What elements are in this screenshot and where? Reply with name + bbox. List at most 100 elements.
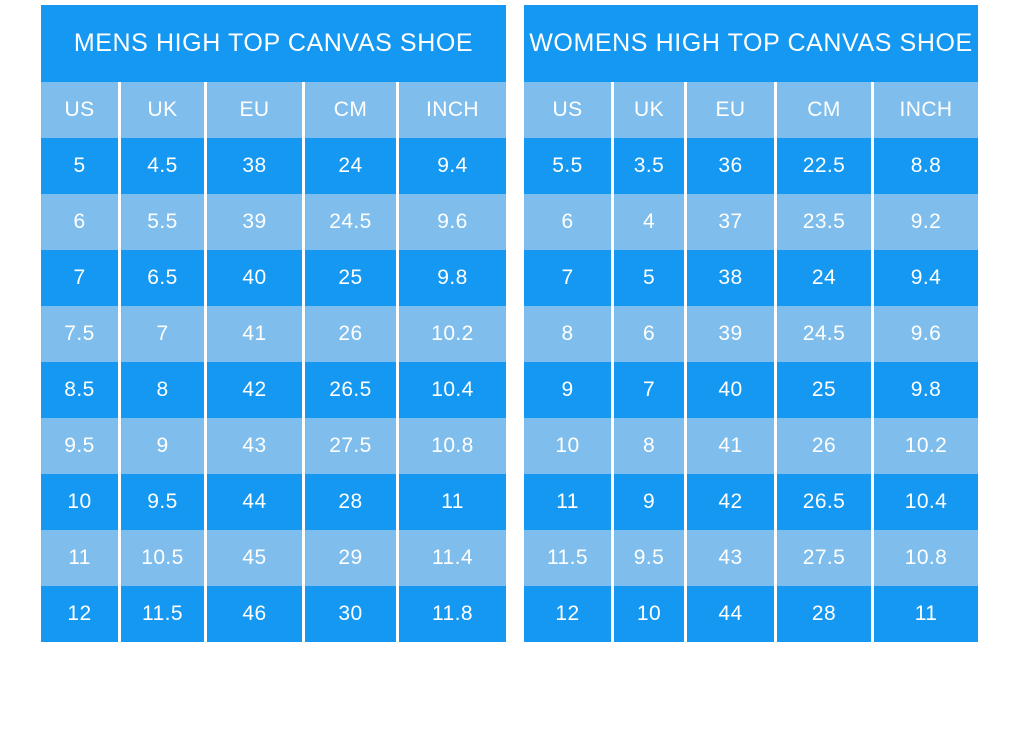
size-cell: 45 — [207, 530, 302, 586]
mens-size-table: MENS HIGH TOP CANVAS SHOE US UK EU CM IN… — [41, 5, 506, 642]
size-cell: 4.5 — [121, 138, 204, 194]
table-row: 8.5 8 42 26.5 10.4 — [41, 362, 506, 418]
size-cell: 9.8 — [874, 362, 978, 418]
size-cell: 11 — [874, 586, 978, 642]
size-cell: 6.5 — [121, 250, 204, 306]
size-cell: 11.4 — [399, 530, 506, 586]
size-cell: 10 — [524, 418, 611, 474]
size-cell: 36 — [687, 138, 774, 194]
size-cell: 43 — [207, 418, 302, 474]
size-cell: 8 — [121, 362, 204, 418]
size-cell: 24.5 — [305, 194, 396, 250]
size-cell: 6 — [41, 194, 118, 250]
size-cell: 38 — [687, 250, 774, 306]
size-cell: 9.8 — [399, 250, 506, 306]
size-cell: 42 — [207, 362, 302, 418]
size-cell: 11 — [399, 474, 506, 530]
womens-size-table: WOMENS HIGH TOP CANVAS SHOE US UK EU CM … — [524, 5, 978, 642]
column-header-us: US — [41, 82, 118, 138]
size-cell: 25 — [305, 250, 396, 306]
table-row: 6 5.5 39 24.5 9.6 — [41, 194, 506, 250]
size-cell: 6 — [614, 306, 684, 362]
size-cell: 44 — [687, 586, 774, 642]
size-cell: 9.4 — [399, 138, 506, 194]
size-cell: 37 — [687, 194, 774, 250]
table-row: 7.5 7 41 26 10.2 — [41, 306, 506, 362]
table-row: 10 8 41 26 10.2 — [524, 418, 978, 474]
size-cell: 10.5 — [121, 530, 204, 586]
column-header-eu: EU — [687, 82, 774, 138]
size-cell: 9.5 — [41, 418, 118, 474]
size-cell: 40 — [207, 250, 302, 306]
size-cell: 22.5 — [777, 138, 871, 194]
table-row: 6 4 37 23.5 9.2 — [524, 194, 978, 250]
size-cell: 24.5 — [777, 306, 871, 362]
size-cell: 27.5 — [305, 418, 396, 474]
size-cell: 8 — [524, 306, 611, 362]
size-cell: 10.2 — [399, 306, 506, 362]
size-cell: 10.8 — [399, 418, 506, 474]
womens-header-row: US UK EU CM INCH — [524, 82, 978, 138]
womens-table-title: WOMENS HIGH TOP CANVAS SHOE — [524, 5, 978, 82]
size-cell: 42 — [687, 474, 774, 530]
size-cell: 24 — [777, 250, 871, 306]
size-cell: 43 — [687, 530, 774, 586]
size-cell: 24 — [305, 138, 396, 194]
size-cell: 4 — [614, 194, 684, 250]
column-header-eu: EU — [207, 82, 302, 138]
size-cell: 5 — [41, 138, 118, 194]
size-cell: 9 — [524, 362, 611, 418]
column-header-uk: UK — [121, 82, 204, 138]
size-cell: 40 — [687, 362, 774, 418]
column-header-us: US — [524, 82, 611, 138]
table-row: 7 6.5 40 25 9.8 — [41, 250, 506, 306]
size-cell: 11.8 — [399, 586, 506, 642]
size-cell: 41 — [207, 306, 302, 362]
size-cell: 9.6 — [874, 306, 978, 362]
size-cell: 12 — [524, 586, 611, 642]
size-cell: 3.5 — [614, 138, 684, 194]
size-cell: 9 — [121, 418, 204, 474]
table-row: 9.5 9 43 27.5 10.8 — [41, 418, 506, 474]
column-header-cm: CM — [777, 82, 871, 138]
size-cell: 5.5 — [524, 138, 611, 194]
size-cell: 10.8 — [874, 530, 978, 586]
size-cell: 7 — [41, 250, 118, 306]
table-row: 9 7 40 25 9.8 — [524, 362, 978, 418]
size-cell: 7.5 — [41, 306, 118, 362]
size-cell: 29 — [305, 530, 396, 586]
size-cell: 26 — [305, 306, 396, 362]
column-header-cm: CM — [305, 82, 396, 138]
column-header-inch: INCH — [874, 82, 978, 138]
size-cell: 10.2 — [874, 418, 978, 474]
size-cell: 30 — [305, 586, 396, 642]
size-cell: 11.5 — [524, 530, 611, 586]
table-row: 5 4.5 38 24 9.4 — [41, 138, 506, 194]
size-cell: 9.4 — [874, 250, 978, 306]
size-cell: 8 — [614, 418, 684, 474]
size-cell: 27.5 — [777, 530, 871, 586]
size-cell: 7 — [524, 250, 611, 306]
table-row: 5.5 3.5 36 22.5 8.8 — [524, 138, 978, 194]
column-header-uk: UK — [614, 82, 684, 138]
size-cell: 9.2 — [874, 194, 978, 250]
size-cell: 10.4 — [874, 474, 978, 530]
table-row: 11 10.5 45 29 11.4 — [41, 530, 506, 586]
size-cell: 5 — [614, 250, 684, 306]
table-row: 12 10 44 28 11 — [524, 586, 978, 642]
size-cell: 28 — [305, 474, 396, 530]
table-row: 12 11.5 46 30 11.8 — [41, 586, 506, 642]
size-cell: 9.5 — [614, 530, 684, 586]
size-cell: 38 — [207, 138, 302, 194]
table-row: 11.5 9.5 43 27.5 10.8 — [524, 530, 978, 586]
size-cell: 39 — [207, 194, 302, 250]
size-cell: 7 — [614, 362, 684, 418]
size-cell: 39 — [687, 306, 774, 362]
mens-header-row: US UK EU CM INCH — [41, 82, 506, 138]
size-cell: 41 — [687, 418, 774, 474]
mens-table-title: MENS HIGH TOP CANVAS SHOE — [41, 5, 506, 82]
size-cell: 7 — [121, 306, 204, 362]
size-cell: 26 — [777, 418, 871, 474]
size-cell: 10 — [41, 474, 118, 530]
size-cell: 5.5 — [121, 194, 204, 250]
